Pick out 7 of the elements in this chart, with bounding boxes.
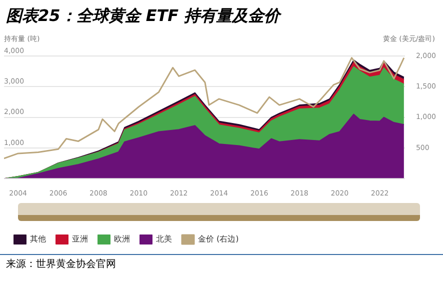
legend-label: 其他 — [30, 234, 46, 244]
legend-label: 欧洲 — [114, 234, 130, 244]
chart-title: 图表25：全球黄金 ETF 持有量及金价 — [5, 5, 282, 27]
source-note: 来源：世界黄金协会官网 — [6, 258, 117, 271]
legend-label: 北美 — [156, 234, 172, 244]
legend-label: 亚洲 — [72, 234, 88, 244]
legend-label: 金价 (右边) — [198, 234, 239, 244]
